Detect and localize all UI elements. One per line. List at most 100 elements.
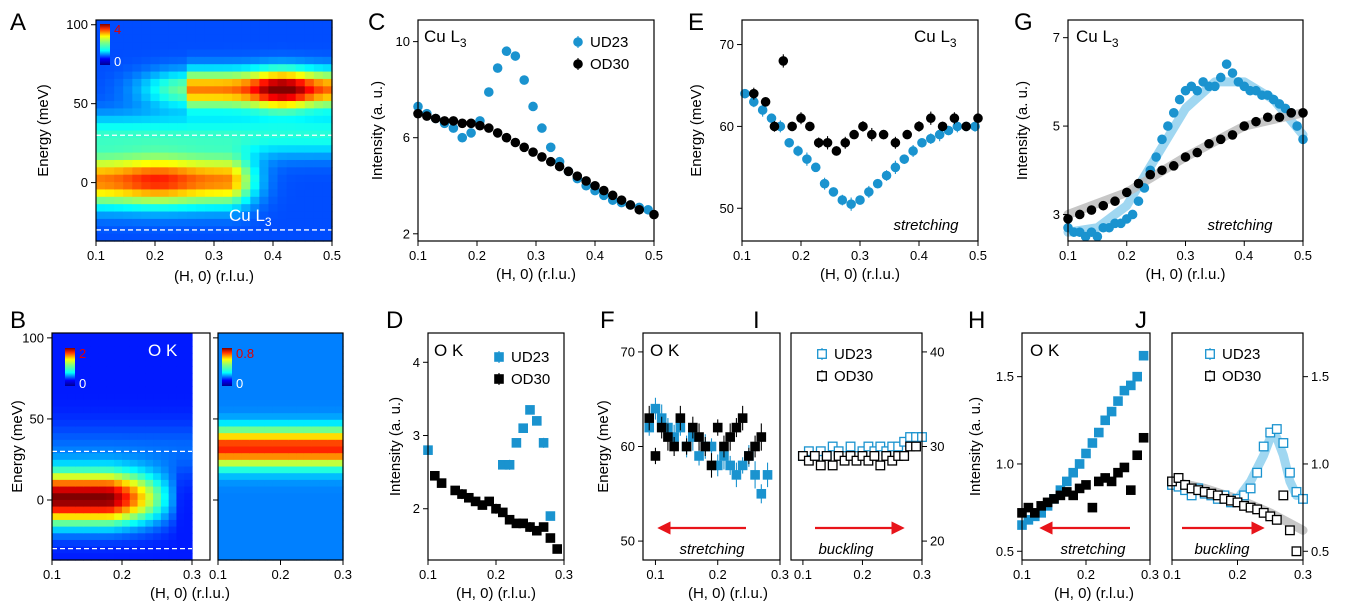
heatmap-cell	[90, 333, 100, 341]
heatmap-cell	[132, 145, 142, 154]
heatmap-cell	[280, 366, 289, 374]
panel-title: O K	[148, 341, 178, 360]
heatmap-cell	[204, 137, 215, 146]
heatmap-cell	[98, 439, 108, 448]
heatmap-cell	[132, 56, 142, 65]
heatmap-cell	[223, 71, 233, 80]
heatmap-cell	[98, 526, 108, 534]
x-tick-label: 0.1	[1013, 567, 1031, 582]
heatmap-cell	[322, 233, 333, 242]
heatmap-cell	[277, 27, 288, 36]
heatmap-cell	[241, 439, 250, 448]
heatmap-cell	[241, 553, 250, 561]
heatmap-cell	[286, 115, 297, 124]
heatmap-cell	[241, 459, 250, 468]
heatmap-cell	[272, 379, 282, 388]
heatmap-cell	[204, 196, 215, 205]
heatmap-cell	[186, 189, 197, 198]
heatmap-cell	[264, 513, 274, 521]
heatmap-cell	[153, 413, 162, 421]
heatmap-cell	[272, 459, 282, 468]
heatmap-cell	[335, 393, 344, 401]
y-tick-label: 6	[403, 130, 410, 145]
heatmap-cell	[288, 359, 297, 367]
heatmap-cell	[304, 27, 315, 36]
heatmap-cell	[96, 174, 106, 183]
heatmap-cell	[335, 339, 344, 347]
x-tick-label: 0.2	[468, 248, 486, 263]
heatmap-cell	[259, 108, 270, 117]
heatmap-cell	[75, 533, 84, 541]
heatmap-cell	[129, 519, 139, 528]
data-point	[616, 195, 627, 205]
heatmap-cell	[141, 86, 152, 95]
x-tick-label: 0.3	[1141, 567, 1159, 582]
heatmap-cell	[122, 446, 131, 454]
heatmap-cell	[168, 486, 178, 494]
heatmap-cell	[257, 546, 266, 554]
heatmap-cell	[259, 71, 270, 80]
heatmap-cell	[122, 413, 131, 421]
heatmap-cell	[304, 64, 315, 73]
heatmap-cell	[184, 519, 193, 528]
data-point	[484, 496, 494, 507]
heatmap-cell	[98, 386, 108, 394]
y-tick-label: 4	[413, 355, 420, 370]
heatmap-cell	[83, 379, 92, 388]
heatmap-cell	[195, 189, 206, 198]
heatmap-cell	[311, 366, 321, 374]
heatmap-cell	[304, 56, 315, 65]
heatmap-cell	[327, 473, 336, 481]
heatmap-cell	[195, 27, 206, 36]
heatmap-cell	[241, 333, 250, 341]
panel-letter: F	[600, 307, 615, 334]
heatmap-cell	[241, 506, 250, 514]
heatmap-cell	[311, 519, 321, 528]
heatmap-cell	[75, 506, 84, 514]
heatmap-cell	[176, 513, 185, 521]
data-point	[1291, 546, 1302, 557]
heatmap-cell	[59, 553, 69, 561]
heatmap-cell	[106, 539, 115, 548]
data-point	[1081, 448, 1091, 459]
heatmap-cell	[168, 174, 179, 183]
heatmap-cell	[313, 152, 324, 161]
heatmap-cell	[218, 466, 227, 474]
heatmap-cell	[277, 34, 288, 43]
heatmap-cell	[168, 379, 178, 388]
heatmap-cell	[114, 519, 123, 528]
title-sub: 3	[265, 215, 272, 229]
heatmap-cell	[280, 526, 289, 534]
heatmap-cell	[160, 453, 170, 461]
heatmap-cell	[83, 353, 92, 361]
heatmap-cell	[288, 406, 297, 414]
heatmap-cell	[232, 233, 242, 242]
heatmap-cell	[288, 393, 297, 401]
heatmap-cell	[160, 459, 170, 468]
heatmap-cell	[296, 399, 305, 408]
heatmap-cell	[141, 123, 152, 132]
heatmap-cell	[232, 34, 242, 43]
heatmap-cell	[59, 379, 69, 388]
heatmap-cell	[268, 159, 279, 168]
heatmap-cell	[232, 49, 242, 58]
heatmap-cell	[311, 353, 321, 361]
heatmap-cell	[137, 426, 146, 434]
heatmap-cell	[277, 159, 288, 168]
heatmap-cell	[122, 499, 131, 508]
heatmap-cell	[288, 399, 297, 408]
heatmap-cell	[311, 526, 321, 534]
heatmap-cell	[296, 373, 305, 381]
heatmap-cell	[114, 233, 124, 242]
data-point	[1133, 196, 1144, 207]
heatmap-cell	[327, 519, 336, 528]
heatmap-cell	[327, 546, 336, 554]
heatmap-cell	[295, 20, 306, 28]
heatmap-cell	[259, 49, 270, 58]
heatmap-cell	[233, 446, 243, 454]
heatmap-cell	[295, 137, 306, 146]
heatmap-cell	[303, 466, 313, 474]
data-point	[581, 176, 591, 186]
heatmap-cell	[195, 233, 206, 242]
heatmap-cell	[319, 519, 328, 528]
